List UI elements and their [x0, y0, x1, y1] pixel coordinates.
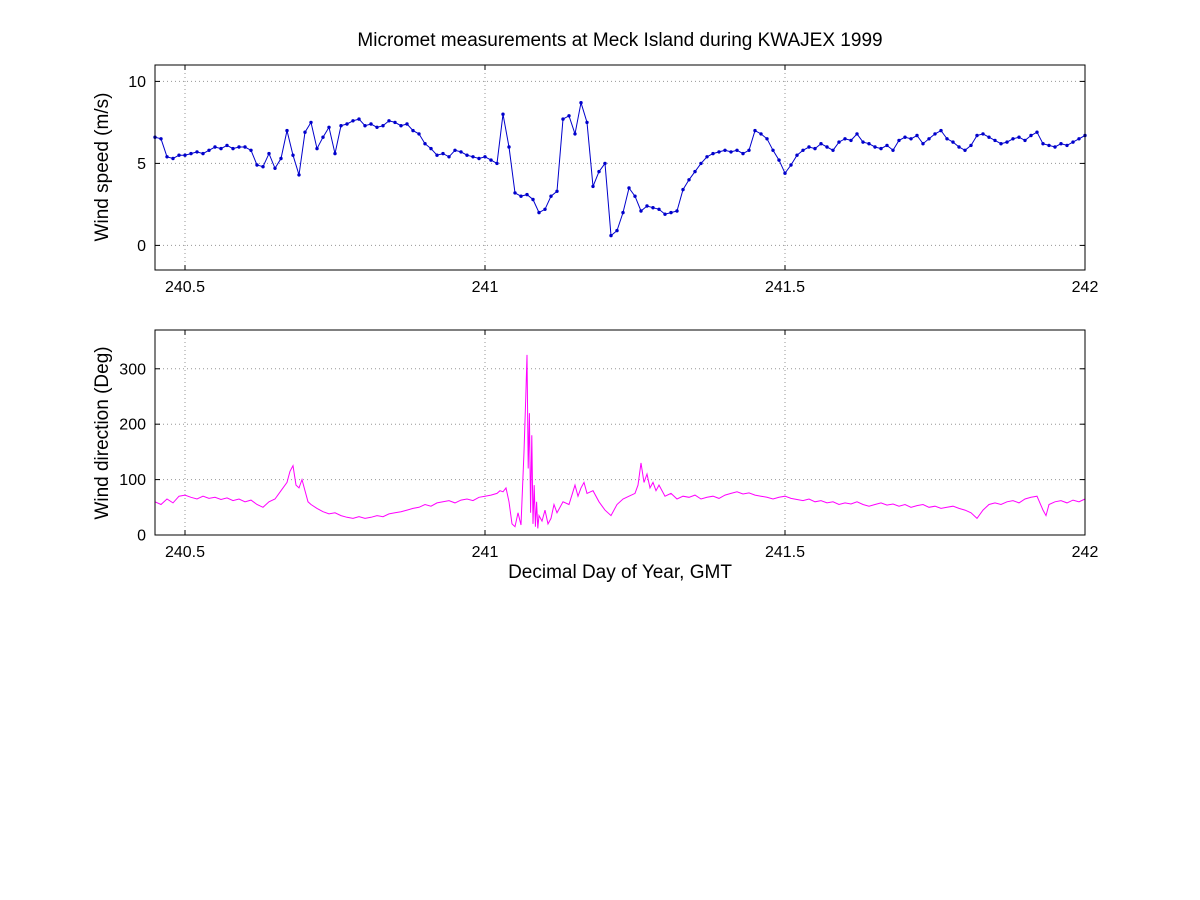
x-tick-label: 240.5 [165, 544, 205, 561]
x-tick-label: 241.5 [765, 279, 805, 296]
x-tick-label: 241.5 [765, 544, 805, 561]
x-tick-label: 241 [472, 544, 499, 561]
y-tick-label: 5 [137, 156, 146, 173]
y-tick-label: 100 [119, 472, 146, 489]
chart-title: Micromet measurements at Meck Island dur… [357, 30, 883, 51]
x-tick-label: 241 [472, 279, 499, 296]
x-axis-label: Decimal Day of Year, GMT [508, 562, 732, 583]
x-tick-label: 240.5 [165, 279, 205, 296]
wind-direction-axis-label: Wind direction (Deg) [92, 346, 113, 520]
y-tick-label: 10 [128, 74, 146, 91]
wind-speed-axis-label: Wind speed (m/s) [92, 92, 113, 242]
x-tick-label: 242 [1072, 544, 1099, 561]
x-tick-label: 242 [1072, 279, 1099, 296]
y-tick-label: 200 [119, 417, 146, 434]
y-tick-label: 0 [137, 238, 146, 255]
plots-canvas: 240.5 241 241.5 242 0 5 10 240.5 241 241.5 242 0 100… [119, 64, 1099, 561]
y-tick-label: 0 [137, 528, 146, 545]
y-tick-label: 300 [119, 361, 146, 378]
